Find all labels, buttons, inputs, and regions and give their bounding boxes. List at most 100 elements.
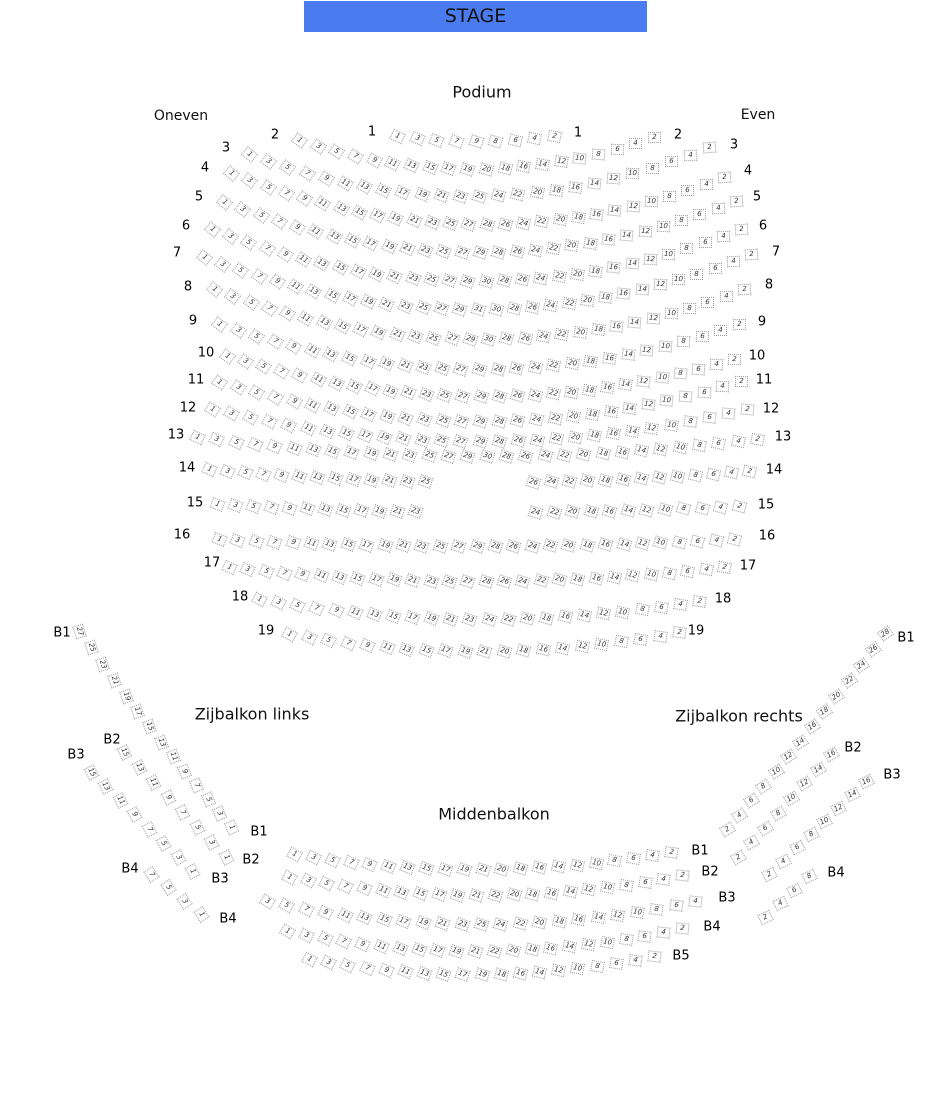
seat[interactable]: 20 [494, 862, 510, 877]
seat[interactable]: 7 [347, 148, 364, 165]
seat[interactable]: 12 [641, 398, 656, 412]
seat[interactable]: 11 [314, 195, 332, 212]
seat[interactable]: 21 [399, 240, 416, 257]
seat[interactable]: 7 [261, 413, 279, 430]
seat[interactable]: 8 [683, 302, 697, 314]
seat[interactable]: 9 [359, 637, 376, 654]
seat[interactable]: 20 [567, 430, 584, 445]
seat[interactable]: 22 [510, 187, 526, 202]
seat[interactable]: 1 [223, 819, 240, 836]
seat[interactable]: 10 [644, 195, 659, 208]
seat[interactable]: 9 [280, 417, 298, 434]
seat[interactable]: 20 [529, 186, 545, 200]
seat[interactable]: 20 [564, 357, 580, 371]
seat[interactable]: 19 [377, 538, 393, 553]
seat[interactable]: 18 [816, 703, 834, 720]
seat[interactable]: 23 [418, 386, 435, 402]
seat[interactable]: 19 [448, 943, 465, 959]
seat[interactable]: 11 [397, 964, 414, 980]
seat[interactable]: 8 [618, 933, 634, 946]
seat[interactable]: 11 [309, 371, 327, 388]
seat[interactable]: 2 [717, 171, 732, 184]
seat[interactable]: 23 [416, 412, 433, 428]
seat[interactable]: 27 [454, 388, 471, 404]
seat[interactable]: 21 [433, 188, 450, 204]
seat[interactable]: 3 [237, 353, 255, 371]
seat[interactable]: 19 [387, 210, 405, 227]
seat[interactable]: 3 [176, 892, 193, 910]
seat[interactable]: 19 [386, 572, 403, 588]
seat[interactable]: 6 [610, 143, 624, 156]
seat[interactable]: 25 [442, 216, 459, 232]
seat[interactable]: 20 [551, 572, 568, 588]
seat[interactable]: 8 [802, 826, 820, 843]
seat[interactable]: 22 [546, 359, 562, 373]
seat[interactable]: 10 [600, 880, 616, 895]
seat[interactable]: 19 [415, 915, 432, 931]
seat[interactable]: 10 [657, 502, 674, 517]
seat[interactable]: 19 [363, 446, 380, 461]
seat[interactable]: 29 [472, 414, 489, 429]
seat[interactable]: 27 [459, 574, 476, 589]
seat[interactable]: 4 [723, 466, 740, 480]
seat[interactable]: 2 [730, 849, 747, 866]
seat[interactable]: 28 [499, 331, 515, 347]
seat[interactable]: 16 [616, 287, 631, 300]
seat[interactable]: 19 [363, 472, 380, 488]
seat[interactable]: 13 [416, 965, 433, 981]
seat[interactable]: 4 [711, 202, 725, 215]
seat[interactable]: 21 [468, 888, 485, 903]
seat[interactable]: 14 [791, 733, 809, 751]
seat[interactable]: 23 [452, 189, 469, 204]
seat[interactable]: 3 [229, 322, 247, 339]
seat[interactable]: 6 [608, 956, 624, 970]
seat[interactable]: 18 [583, 354, 599, 368]
seat[interactable]: 20 [506, 887, 522, 903]
seat[interactable]: 7 [143, 866, 160, 883]
seat[interactable]: 6 [681, 185, 695, 197]
seat[interactable]: 20 [569, 267, 585, 281]
seat[interactable]: 13 [153, 734, 169, 750]
seat[interactable]: 9 [160, 789, 177, 806]
seat[interactable]: 18 [571, 210, 586, 224]
seat[interactable]: 2 [547, 129, 562, 144]
seat[interactable]: 28 [487, 539, 504, 554]
seat[interactable]: 14 [562, 940, 578, 954]
seat[interactable]: 25 [417, 474, 434, 490]
seat[interactable]: 11 [287, 278, 305, 295]
seat[interactable]: 18 [583, 504, 600, 519]
seat[interactable]: 19 [376, 429, 393, 446]
seat[interactable]: 13 [327, 375, 345, 391]
seat[interactable]: 18 [493, 967, 509, 982]
seat[interactable]: 5 [227, 434, 245, 450]
seat[interactable]: 2 [647, 950, 662, 963]
seat[interactable]: 6 [698, 237, 712, 249]
seat[interactable]: 8 [671, 535, 688, 550]
seat[interactable]: 11 [299, 420, 317, 437]
seat[interactable]: 4 [656, 872, 671, 886]
seat[interactable]: 19 [368, 266, 385, 282]
seat[interactable]: 1 [215, 194, 234, 211]
seat[interactable]: 3 [229, 379, 247, 397]
seat[interactable]: 24 [528, 412, 545, 427]
seat[interactable]: 25 [435, 244, 452, 260]
seat[interactable]: 26 [509, 244, 525, 259]
seat[interactable]: 27 [450, 539, 467, 554]
seat[interactable]: 16 [614, 445, 630, 460]
seat[interactable]: 21 [378, 296, 396, 312]
seat[interactable]: 29 [451, 302, 468, 317]
seat[interactable]: 4 [716, 381, 730, 393]
seat[interactable]: 23 [396, 298, 414, 314]
seat[interactable]: 19 [378, 356, 395, 372]
seat[interactable]: 21 [389, 326, 406, 343]
seat[interactable]: 13 [366, 607, 383, 623]
seat[interactable]: 22 [542, 538, 559, 554]
seat[interactable]: 24 [543, 474, 560, 490]
seat[interactable]: 3 [239, 561, 257, 578]
seat[interactable]: 24 [852, 656, 870, 674]
seat[interactable]: 1 [221, 559, 238, 576]
seat[interactable]: 10 [629, 905, 645, 919]
seat[interactable]: 1 [193, 906, 210, 923]
seat[interactable]: 4 [698, 562, 714, 577]
seat[interactable]: 21 [107, 672, 122, 689]
